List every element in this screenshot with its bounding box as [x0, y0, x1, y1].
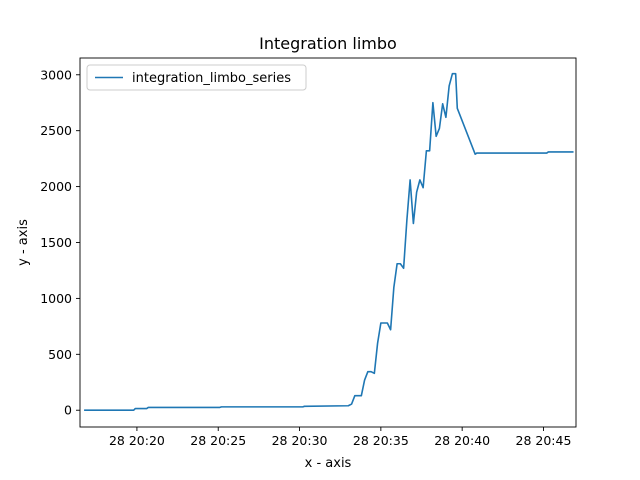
chart-title: Integration limbo: [259, 34, 397, 53]
y-tick-label: 0: [64, 403, 72, 418]
y-tick-label: 2000: [40, 179, 72, 194]
y-axis-label: y - axis: [16, 219, 31, 266]
legend-box: [86, 64, 307, 91]
legend: integration_limbo_series: [86, 64, 307, 91]
x-tick-label: 28 20:25: [190, 433, 246, 448]
plot-area: [79, 57, 577, 428]
y-tick-label: 3000: [40, 67, 72, 82]
x-axis-ticks: 28 20:20 28 20:25 28 20:30 28 20:35 28 20:40…: [109, 427, 571, 448]
y-tick-label: 500: [48, 347, 72, 362]
x-axis-label: x - axis: [305, 456, 352, 471]
legend-label: integration_limbo_series: [132, 71, 291, 86]
x-tick-label: 28 20:20: [109, 433, 165, 448]
x-tick-label: 28 20:45: [516, 433, 572, 448]
y-tick-label: 1000: [40, 291, 72, 306]
x-tick-label: 28 20:40: [434, 433, 490, 448]
y-tick-label: 2500: [40, 123, 72, 138]
series-line-integration_limbo_series: [84, 72, 574, 412]
y-axis-ticks: 0 500 1000 1500 2000 2500 3000: [40, 67, 80, 418]
plot-background: [80, 58, 576, 427]
x-tick-label: 28 20:30: [272, 433, 328, 448]
y-tick-label: 1500: [40, 235, 72, 250]
x-tick-label: 28 20:35: [353, 433, 409, 448]
